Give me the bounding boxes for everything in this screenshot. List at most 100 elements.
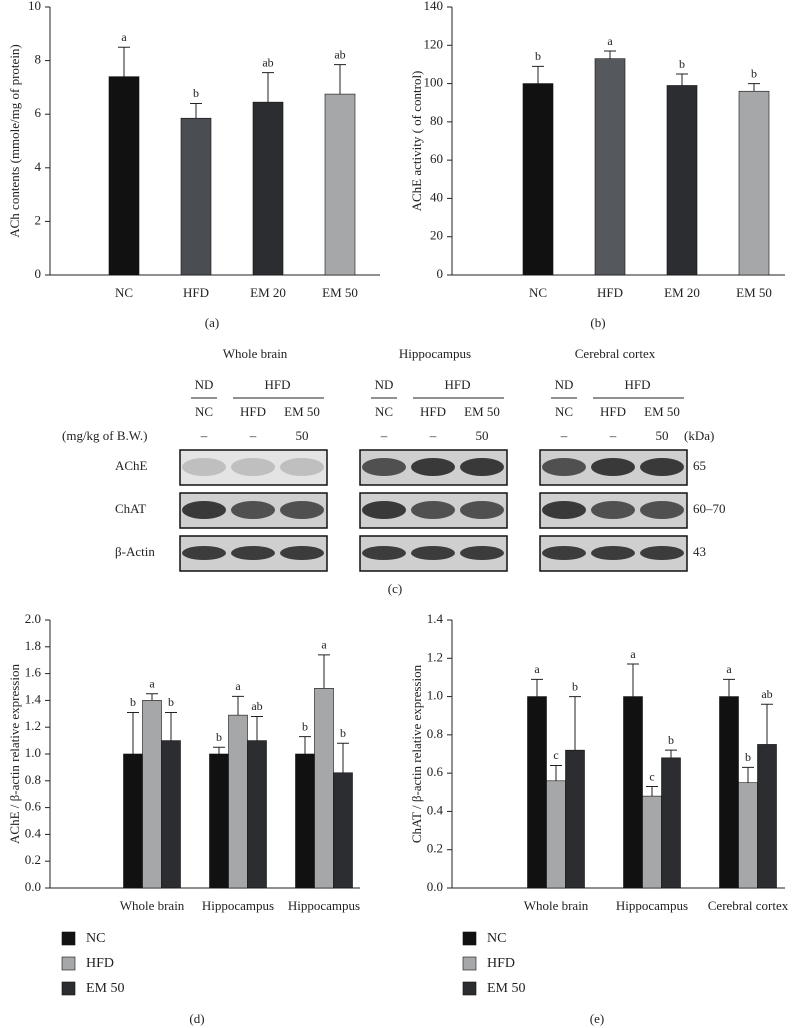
- blot-band: [362, 458, 406, 476]
- caption: (c): [388, 581, 402, 596]
- lane-label: EM 50: [284, 404, 320, 419]
- blot-band: [640, 546, 684, 560]
- bar: [252, 101, 284, 276]
- lane-label: EM 50: [644, 404, 680, 419]
- significance-letter: a: [534, 662, 540, 676]
- blot-band: [591, 458, 635, 476]
- bar: [623, 696, 643, 889]
- x-tick-label: HFD: [597, 285, 623, 300]
- bar: [666, 85, 698, 276]
- error-bar: [723, 678, 735, 697]
- significance-letter: c: [649, 769, 654, 783]
- error-bar: [627, 663, 639, 697]
- y-tick-label: 1.0: [25, 745, 41, 760]
- y-tick-label: 1.2: [427, 649, 443, 664]
- y-tick-label: 6: [35, 105, 42, 120]
- blot-band: [640, 458, 684, 476]
- y-axis-label: AChE / β-actin relative expression: [7, 664, 22, 844]
- y-tick-label: 0.6: [25, 799, 42, 814]
- header-nd: ND: [195, 377, 214, 392]
- y-axis-label: ACh contents (mmole/mg of protein): [7, 44, 22, 238]
- bar: [108, 76, 140, 276]
- y-tick-label: 1.4: [25, 691, 42, 706]
- significance-letter: a: [121, 30, 127, 44]
- bar: [209, 753, 229, 889]
- x-tick-label: Whole brain: [524, 898, 589, 913]
- bar: [123, 753, 143, 889]
- x-tick-label: Hippocampus: [202, 898, 274, 913]
- y-tick-label: 0.0: [25, 879, 41, 894]
- bar: [594, 58, 626, 276]
- blot-band: [411, 546, 455, 560]
- blot-band: [542, 501, 586, 519]
- significance-letter: b: [679, 57, 685, 71]
- y-tick-label: 100: [424, 75, 444, 90]
- bar: [228, 714, 248, 889]
- bar: [642, 795, 662, 889]
- lane-label: EM 50: [464, 404, 500, 419]
- y-tick-label: 0: [35, 266, 42, 281]
- x-tick-label: EM 50: [322, 285, 358, 300]
- error-bar: [318, 654, 330, 689]
- legend-swatch: [61, 956, 76, 971]
- bar: [719, 696, 739, 889]
- significance-letter: b: [193, 86, 199, 100]
- significance-letter: b: [751, 66, 757, 80]
- error-bar: [531, 678, 543, 697]
- y-tick-label: 2: [35, 212, 42, 227]
- blot-band: [231, 458, 275, 476]
- blot-band: [231, 546, 275, 560]
- blot-band: [362, 501, 406, 519]
- legend-swatch: [61, 981, 76, 996]
- dose: 50: [656, 428, 669, 443]
- y-tick-label: 1.4: [427, 611, 444, 626]
- y-axis-label: AChE activity ( of control): [409, 71, 424, 212]
- bar: [527, 696, 547, 889]
- error-bar: [165, 711, 177, 741]
- significance-letter: b: [216, 730, 222, 744]
- y-tick-label: 40: [430, 189, 443, 204]
- header-nd: ND: [375, 377, 394, 392]
- legend-label: NC: [487, 931, 506, 946]
- header-nd: ND: [555, 377, 574, 392]
- group-title: Whole brain: [223, 346, 288, 361]
- error-bar: [604, 50, 616, 59]
- blot-band: [591, 501, 635, 519]
- significance-letter: b: [572, 679, 578, 693]
- dose: –: [429, 428, 437, 443]
- significance-letter: b: [302, 719, 308, 733]
- blot-band: [640, 501, 684, 519]
- legend-swatch: [462, 956, 477, 971]
- blot-band: [362, 546, 406, 560]
- y-tick-label: 0.6: [427, 764, 444, 779]
- blot-band: [280, 501, 324, 519]
- significance-letter: b: [340, 726, 346, 740]
- significance-letter: ab: [334, 47, 345, 61]
- dose: –: [380, 428, 388, 443]
- kda-label: 60–70: [693, 501, 726, 516]
- legend-label: EM 50: [86, 981, 125, 996]
- y-tick-label: 0.2: [427, 841, 443, 856]
- kda-label: 43: [693, 544, 706, 559]
- lane-label: NC: [195, 404, 213, 419]
- caption: (b): [590, 315, 605, 330]
- y-tick-label: 80: [430, 113, 443, 128]
- bar: [161, 740, 181, 889]
- lane-label: NC: [555, 404, 573, 419]
- x-tick-label: EM 20: [250, 285, 286, 300]
- header-hfd: HFD: [624, 377, 650, 392]
- unit-label: (kDa): [684, 428, 714, 443]
- error-bar: [550, 764, 562, 781]
- bar: [314, 688, 334, 889]
- blot-band: [460, 546, 504, 560]
- y-tick-label: 1.0: [427, 688, 443, 703]
- lane-label: HFD: [240, 404, 266, 419]
- significance-letter: a: [630, 647, 636, 661]
- lane-label: HFD: [420, 404, 446, 419]
- y-tick-label: 10: [28, 0, 41, 13]
- y-tick-label: 1.2: [25, 718, 41, 733]
- legend-swatch: [462, 981, 477, 996]
- error-bar: [251, 715, 263, 741]
- y-tick-label: 2.0: [25, 611, 41, 626]
